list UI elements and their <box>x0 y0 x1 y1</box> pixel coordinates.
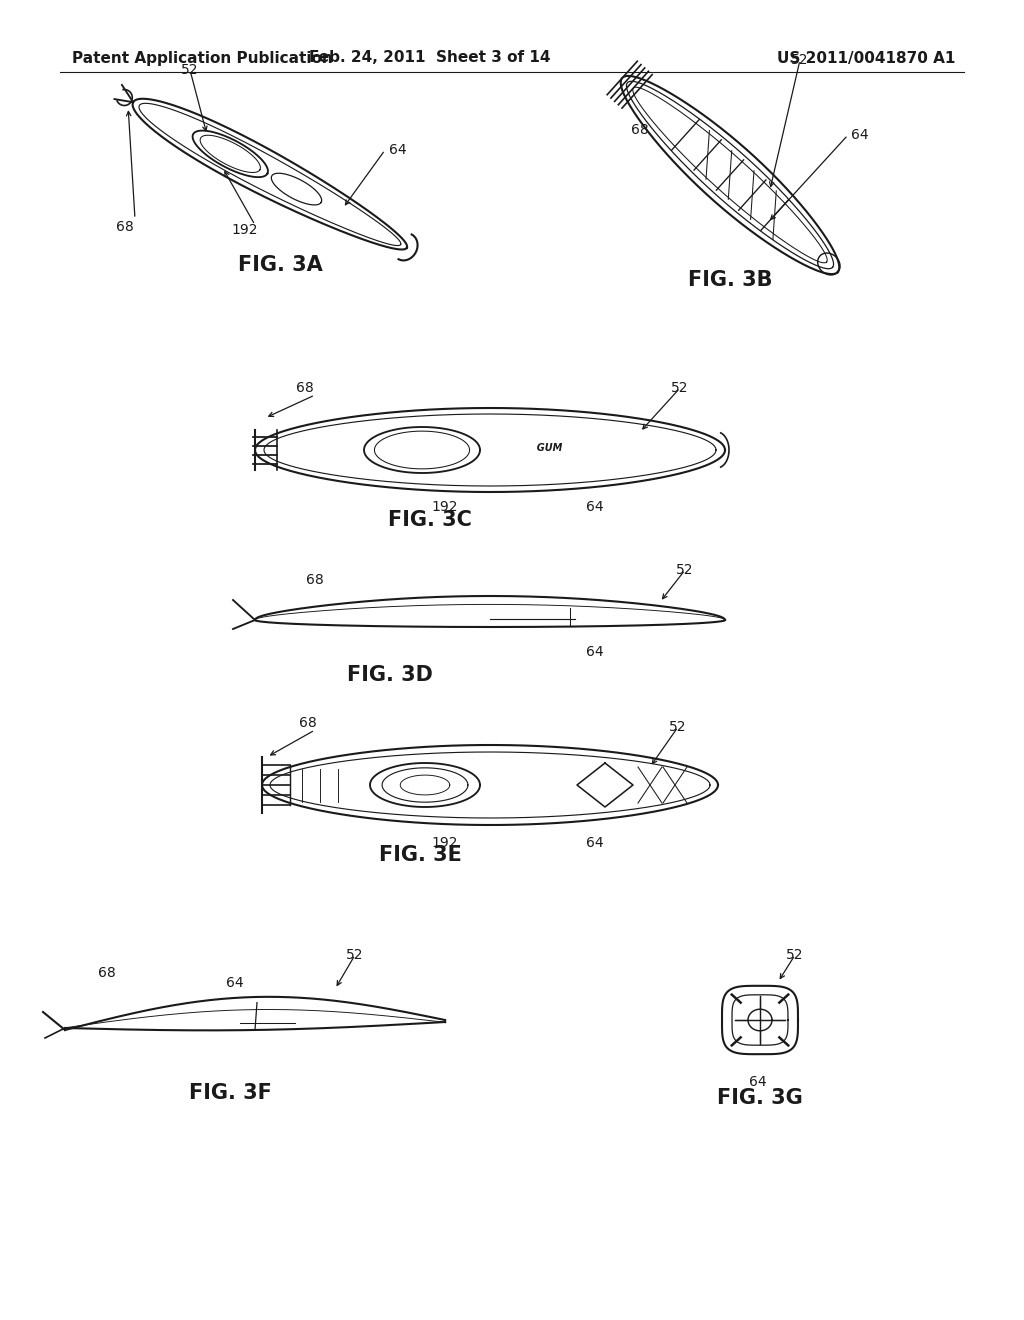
Text: FIG. 3D: FIG. 3D <box>347 665 433 685</box>
Text: 64: 64 <box>586 836 604 850</box>
Text: 64: 64 <box>586 645 604 659</box>
Text: 68: 68 <box>306 573 324 587</box>
Text: GUM: GUM <box>530 444 562 453</box>
Text: 52: 52 <box>786 948 804 962</box>
Text: 64: 64 <box>226 975 244 990</box>
Text: 52: 52 <box>670 719 687 734</box>
Text: 68: 68 <box>116 220 134 234</box>
Text: 68: 68 <box>631 123 649 137</box>
Text: 64: 64 <box>750 1074 767 1089</box>
Text: 192: 192 <box>231 223 258 238</box>
Text: 52: 52 <box>792 53 809 67</box>
Text: FIG. 3F: FIG. 3F <box>188 1082 271 1104</box>
Text: 52: 52 <box>346 948 364 962</box>
Text: FIG. 3E: FIG. 3E <box>379 845 462 865</box>
Text: Feb. 24, 2011  Sheet 3 of 14: Feb. 24, 2011 Sheet 3 of 14 <box>309 50 551 66</box>
Text: 68: 68 <box>98 966 116 979</box>
Text: 192: 192 <box>432 500 459 513</box>
Text: FIG. 3A: FIG. 3A <box>238 255 323 275</box>
Text: 64: 64 <box>586 500 604 513</box>
Text: 68: 68 <box>296 381 314 395</box>
Text: US 2011/0041870 A1: US 2011/0041870 A1 <box>776 50 955 66</box>
Text: 52: 52 <box>676 564 693 577</box>
Text: 52: 52 <box>672 381 689 395</box>
Text: 64: 64 <box>851 128 868 143</box>
Text: Patent Application Publication: Patent Application Publication <box>72 50 333 66</box>
Text: 64: 64 <box>389 143 407 157</box>
Text: 192: 192 <box>432 836 459 850</box>
Text: 68: 68 <box>299 715 316 730</box>
Text: FIG. 3B: FIG. 3B <box>688 271 772 290</box>
Text: FIG. 3G: FIG. 3G <box>717 1088 803 1107</box>
Text: FIG. 3C: FIG. 3C <box>388 510 472 531</box>
Text: 52: 52 <box>181 63 199 77</box>
